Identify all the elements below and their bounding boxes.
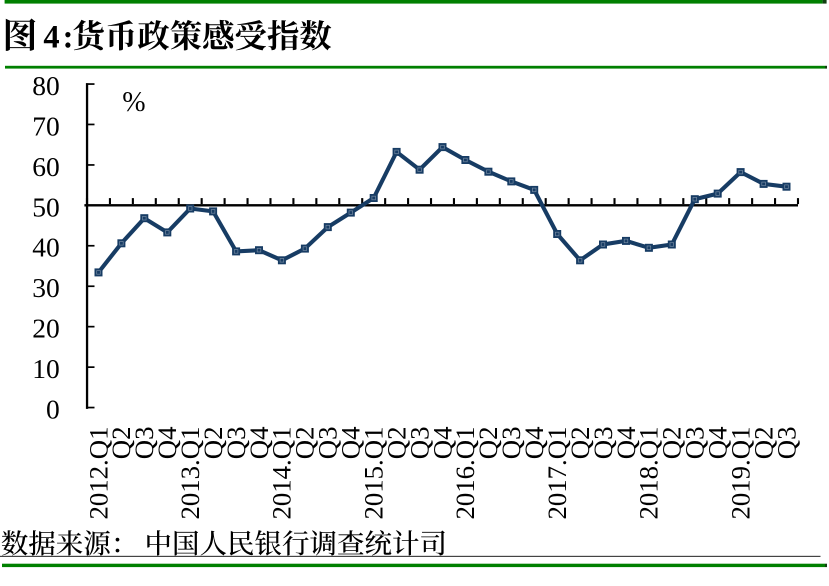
svg-text:70: 70 [32, 110, 60, 141]
svg-text:Q4: Q4 [519, 427, 549, 460]
svg-text:Q3: Q3 [313, 427, 343, 460]
svg-text:2019.Q1: 2019.Q1 [725, 427, 755, 520]
svg-text:Q2: Q2 [748, 427, 778, 460]
svg-text:Q3: Q3 [771, 427, 801, 460]
svg-text:Q2: Q2 [381, 427, 411, 460]
svg-text:2013.Q1: 2013.Q1 [175, 427, 205, 520]
svg-text:20: 20 [32, 313, 60, 344]
svg-text:50: 50 [32, 191, 60, 222]
svg-text:Q4: Q4 [152, 427, 182, 460]
svg-text:2016.Q1: 2016.Q1 [450, 427, 480, 520]
svg-text:Q3: Q3 [129, 427, 159, 460]
svg-text:Q2: Q2 [290, 427, 320, 460]
svg-text:Q4: Q4 [336, 427, 366, 460]
svg-text:0: 0 [46, 394, 60, 425]
svg-text:Q2: Q2 [657, 427, 687, 460]
svg-text:Q3: Q3 [404, 427, 434, 460]
svg-text:Q2: Q2 [473, 427, 503, 460]
svg-text:Q4: Q4 [244, 427, 274, 460]
svg-text:2017.Q1: 2017.Q1 [542, 427, 572, 520]
svg-text:2014.Q1: 2014.Q1 [267, 427, 297, 520]
svg-text:Q2: Q2 [106, 427, 136, 460]
svg-text:2018.Q1: 2018.Q1 [634, 427, 664, 520]
svg-text:Q3: Q3 [496, 427, 526, 460]
svg-text:10: 10 [32, 353, 60, 384]
svg-text:30: 30 [32, 272, 60, 303]
svg-text:Q3: Q3 [588, 427, 618, 460]
svg-text:2015.Q1: 2015.Q1 [359, 427, 389, 520]
svg-text:Q3: Q3 [680, 427, 710, 460]
svg-text:Q4: Q4 [611, 427, 641, 460]
svg-text:Q4: Q4 [427, 427, 457, 460]
svg-text:80: 80 [32, 70, 60, 101]
svg-text:4: 4 [43, 20, 59, 56]
svg-text:40: 40 [32, 232, 60, 263]
svg-text:60: 60 [32, 151, 60, 182]
svg-text:Q4: Q4 [703, 427, 733, 460]
svg-text:%: % [122, 87, 145, 118]
svg-text:Q2: Q2 [198, 427, 228, 460]
svg-text:Q2: Q2 [565, 427, 595, 460]
svg-text:2012.Q1: 2012.Q1 [83, 427, 113, 520]
svg-text::: : [63, 20, 74, 56]
svg-text:Q3: Q3 [221, 427, 251, 460]
